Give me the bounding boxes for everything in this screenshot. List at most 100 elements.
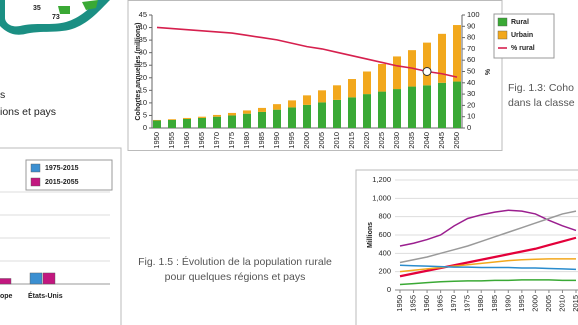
y2-tick-label: 60 [467, 55, 475, 64]
x-tick-label: 1965 [436, 295, 445, 312]
bar [438, 82, 446, 128]
line-series [399, 258, 576, 273]
legend-label: 1975-2015 [45, 165, 79, 172]
figure-caption: Fig. 1.3: Coho [508, 82, 574, 94]
y-axis-label: Millions [367, 222, 374, 248]
y-tick-label: 0 [387, 285, 391, 294]
bar [333, 85, 341, 100]
line-series [399, 210, 577, 264]
bar [198, 116, 206, 118]
x-tick-label: 1960 [182, 132, 191, 149]
x-tick-label: 2015 [347, 132, 356, 149]
legend-swatch [497, 17, 508, 27]
line-series [399, 279, 576, 286]
x-tick-label: 1995 [517, 295, 526, 312]
map-label: 73 [52, 14, 60, 21]
x-tick-label: 1990 [503, 295, 512, 312]
bar [393, 56, 401, 90]
x-tick-label: 1985 [490, 295, 499, 312]
bar [42, 272, 56, 285]
y-tick-label: 200 [378, 267, 391, 276]
bar [408, 86, 416, 128]
legend-box [25, 159, 113, 191]
y-tick-label: 800 [378, 212, 391, 221]
x-tick-label: 1985 [257, 132, 266, 149]
bar [273, 109, 281, 128]
bar [438, 33, 446, 83]
x-tick-label: 1980 [476, 295, 485, 312]
bar [288, 100, 296, 108]
y2-tick-label: 20 [467, 100, 475, 109]
map-region [82, 0, 98, 10]
bar [303, 104, 311, 128]
x-tick-label: États-Unis [28, 291, 63, 300]
bar [153, 119, 161, 121]
x-tick-label: 1970 [449, 295, 458, 312]
x-tick-label: 2030 [392, 132, 401, 149]
y-tick-label: 400 [378, 248, 391, 257]
bar [213, 114, 221, 117]
y2-tick-label: 90 [467, 21, 475, 30]
bar [453, 81, 461, 128]
bar [168, 119, 176, 128]
line-series [399, 209, 577, 247]
x-tick-label: 2010 [332, 132, 341, 149]
line-series [156, 26, 458, 78]
y-tick-label: 45 [139, 10, 147, 19]
y-tick-label: 40 [139, 23, 147, 32]
legend-swatch [497, 30, 508, 40]
bar [363, 71, 371, 95]
x-tick-label: 2005 [544, 295, 553, 312]
x-tick-label: 1980 [242, 132, 251, 149]
bar [258, 111, 266, 128]
y-tick-label: 0 [143, 123, 147, 132]
x-tick-label: 2000 [530, 295, 539, 312]
x-tick-label: 2005 [317, 132, 326, 149]
bar [393, 89, 401, 128]
y-tick-label: 600 [378, 230, 391, 239]
y2-tick-label: 0 [467, 123, 471, 132]
x-tick-label: 2050 [452, 132, 461, 149]
bar [318, 102, 326, 128]
legend-swatch [30, 177, 41, 187]
bar [183, 118, 191, 128]
legend-label: Rural [511, 19, 529, 26]
heading-text: s [0, 89, 5, 101]
figure-caption: Fig. 1.5 : Évolution de la population ru… [138, 255, 332, 268]
x-tick-label: 2035 [407, 132, 416, 149]
x-tick-label: 1970 [212, 132, 221, 149]
bar [453, 25, 461, 82]
y-tick-label: 5 [143, 110, 147, 119]
x-tick-label: 2040 [422, 132, 431, 149]
y2-tick-label: 70 [467, 44, 475, 53]
figure-caption: dans la classe [508, 97, 575, 109]
bar [153, 120, 161, 128]
map-region [58, 6, 70, 14]
x-tick-label: 1950 [152, 132, 161, 149]
y2-tick-label: 80 [467, 33, 475, 42]
bar [228, 112, 236, 116]
highlight-marker [422, 67, 432, 76]
x-tick-label: 1990 [272, 132, 281, 149]
legend-label: % rural [511, 45, 535, 52]
bar [198, 117, 206, 128]
bar [378, 91, 386, 128]
y-tick-label: 25 [139, 60, 147, 69]
line-series [399, 236, 577, 278]
bar [228, 115, 236, 128]
map-land [5, 0, 98, 27]
line-series [399, 264, 577, 271]
chart-2-grid [0, 191, 110, 285]
figure-caption: pour quelques régions et pays [165, 271, 306, 283]
y2-tick-label: 40 [467, 78, 475, 87]
bar [348, 97, 356, 128]
legend-label: 2015-2055 [45, 179, 79, 186]
y-tick-label: 10 [139, 98, 147, 107]
x-tick-label: 2025 [377, 132, 386, 149]
bar [378, 63, 386, 92]
bar [0, 278, 12, 285]
map-label: 35 [33, 5, 41, 12]
bar [303, 95, 311, 105]
bar [243, 113, 251, 128]
